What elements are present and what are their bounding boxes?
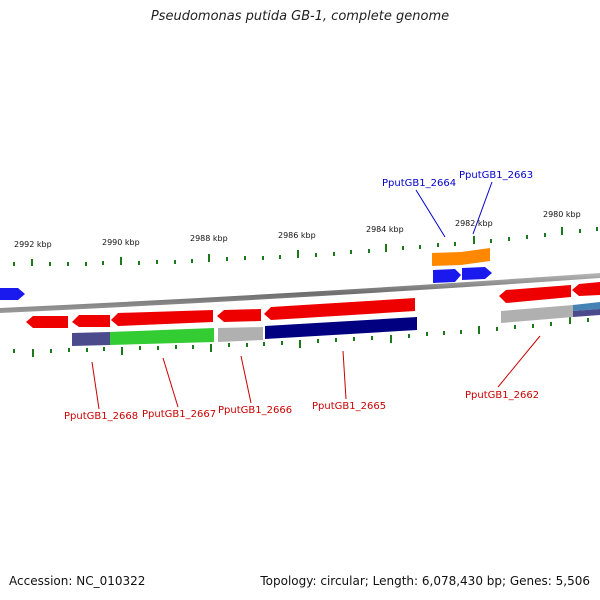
feature-bar[interactable]	[265, 317, 417, 339]
gene-arrow[interactable]	[462, 267, 492, 280]
feature-bar[interactable]	[72, 332, 110, 346]
scale-label: 2990 kbp	[102, 238, 140, 247]
scale-label: 2992 kbp	[14, 240, 52, 249]
genome-summary: Topology: circular; Length: 6,078,430 bp…	[260, 574, 590, 588]
gene-arrow[interactable]	[0, 288, 25, 300]
gene-label[interactable]: PputGB1_2663	[459, 170, 533, 181]
gene-label[interactable]: PputGB1_2668	[64, 411, 138, 422]
scale-label: 2986 kbp	[278, 231, 316, 240]
gene-arrow[interactable]	[461, 248, 490, 265]
feature-bar[interactable]	[501, 305, 573, 323]
gene-arrow[interactable]	[499, 285, 571, 303]
scale-label: 2988 kbp	[190, 234, 228, 243]
gene-arrow[interactable]	[111, 310, 213, 326]
gene-arrow[interactable]	[264, 298, 415, 320]
feature-bar[interactable]	[110, 328, 214, 345]
gene-arrow[interactable]	[72, 315, 110, 327]
gene-label[interactable]: PputGB1_2664	[382, 178, 456, 189]
leader-lines-blue	[415, 181, 493, 238]
accession-text: Accession: NC_010322	[9, 574, 146, 588]
leader-lines	[91, 335, 541, 410]
gene-arrow[interactable]	[26, 316, 68, 328]
scale-label: 2982 kbp	[455, 219, 493, 228]
gene-arrow[interactable]	[433, 269, 461, 283]
map-title: Pseudomonas putida GB-1, complete genome	[150, 9, 450, 24]
feature-bar[interactable]	[218, 327, 263, 342]
gene-label[interactable]: PputGB1_2662	[465, 390, 539, 401]
scale-label: 2984 kbp	[366, 225, 404, 234]
scale-label: 2980 kbp	[543, 210, 581, 219]
upper-tick-row	[13, 227, 598, 266]
gene-label[interactable]: PputGB1_2667	[142, 409, 216, 420]
gene-arrow[interactable]	[572, 282, 600, 296]
gene-arrow[interactable]	[432, 252, 461, 266]
gene-label[interactable]: PputGB1_2665	[312, 401, 386, 412]
gene-label[interactable]: PputGB1_2666	[218, 405, 292, 416]
feature-bar[interactable]	[573, 309, 600, 317]
gene-arrow[interactable]	[217, 309, 261, 322]
genome-backbone	[0, 273, 600, 313]
lower-tick-row	[13, 316, 589, 357]
feature-bar[interactable]	[573, 302, 600, 311]
